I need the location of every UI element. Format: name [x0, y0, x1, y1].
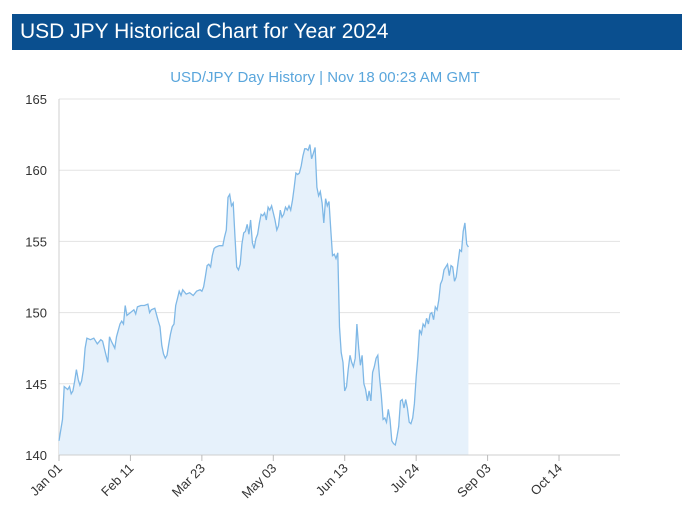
y-tick-label: 160 — [25, 163, 47, 178]
x-tick-label: Feb 11 — [98, 461, 137, 500]
page-title: USD JPY Historical Chart for Year 2024 — [20, 20, 389, 43]
y-tick-label: 140 — [25, 448, 47, 463]
x-tick-label: Jun 13 — [313, 461, 351, 499]
price-line — [58, 144, 469, 447]
chart-subtitle: USD/JPY Day History | Nov 18 00:23 AM GM… — [170, 69, 480, 86]
y-tick-label: 155 — [25, 234, 47, 249]
x-tick-label: Jul 24 — [387, 461, 422, 496]
y-axis: 140 145 150 155 160 165 — [25, 92, 47, 463]
y-tick-label: 165 — [25, 92, 47, 107]
price-area — [59, 144, 469, 455]
x-tick-label: Mar 23 — [169, 461, 208, 500]
x-tick-label: Sep 03 — [454, 461, 494, 501]
y-tick-label: 145 — [25, 377, 47, 392]
x-tick-label: Jan 01 — [27, 461, 65, 499]
x-tick-label: Oct 14 — [527, 461, 565, 499]
x-axis: Jan 01 Feb 11 Mar 23 May 03 Jun 13 Jul 24 Sep … — [27, 454, 620, 502]
x-tick-label: May 03 — [239, 461, 280, 502]
page-header: USD JPY Historical Chart for Year 2024 — [12, 14, 682, 50]
y-tick-label: 150 — [25, 306, 47, 321]
